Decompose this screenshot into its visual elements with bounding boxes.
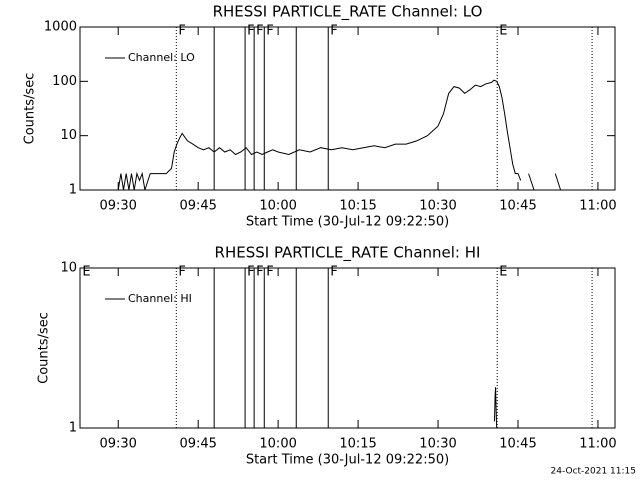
flag-label: E [82, 265, 90, 280]
x-axis-label: Start Time (30-Jul-12 09:22:50) [246, 453, 449, 468]
timestamp: 24-Oct-2021 11:15 [551, 467, 636, 477]
flag-label: F [247, 265, 254, 280]
flag-label: E [499, 265, 507, 280]
data-line [494, 387, 498, 429]
flag-label: F [247, 24, 254, 39]
x-tick-label: 10:30 [419, 199, 456, 214]
x-axis-label: Start Time (30-Jul-12 09:22:50) [246, 215, 449, 230]
legend-label: Channel: HI [128, 292, 192, 305]
legend-label: Channel: LO [128, 51, 195, 64]
flag-label: F [266, 265, 273, 280]
y-tick-label: 100 [52, 74, 77, 89]
x-tick-label: 10:45 [499, 437, 536, 452]
x-tick-label: 10:00 [259, 199, 296, 214]
x-tick-label: 11:00 [579, 437, 616, 452]
chart-title: RHESSI PARTICLE_RATE Channel: HI [215, 244, 481, 263]
y-tick-label: 10 [60, 128, 77, 143]
y-tick-label: 1 [69, 183, 77, 198]
plot-frame [79, 267, 616, 429]
x-tick-label: 10:00 [259, 437, 296, 452]
x-tick-label: 10:15 [339, 437, 376, 452]
y-tick-label: 1000 [44, 20, 77, 35]
flag-label: E [499, 24, 507, 39]
x-tick-label: 11:00 [579, 199, 616, 214]
flag-label: F [178, 24, 185, 39]
x-tick-label: 09:45 [179, 437, 216, 452]
flag-label: F [330, 24, 337, 39]
x-tick-label: 09:45 [179, 199, 216, 214]
plot-frame [79, 26, 616, 191]
flag-label: F [256, 265, 263, 280]
y-axis-label: Counts/sec [23, 73, 38, 145]
x-tick-label: 10:45 [499, 199, 536, 214]
flag-label: F [266, 24, 273, 39]
x-tick-label: 10:30 [419, 437, 456, 452]
x-tick-label: 10:15 [339, 199, 376, 214]
y-axis-label: Counts/sec [37, 312, 52, 384]
x-tick-label: 09:30 [99, 199, 136, 214]
x-tick-label: 09:30 [99, 437, 136, 452]
flag-label: F [330, 265, 337, 280]
y-tick-label: 10 [60, 261, 77, 276]
flag-label: F [256, 24, 263, 39]
flag-label: F [178, 265, 185, 280]
y-tick-label: 1 [69, 421, 77, 436]
chart-title: RHESSI PARTICLE_RATE Channel: LO [213, 3, 483, 22]
